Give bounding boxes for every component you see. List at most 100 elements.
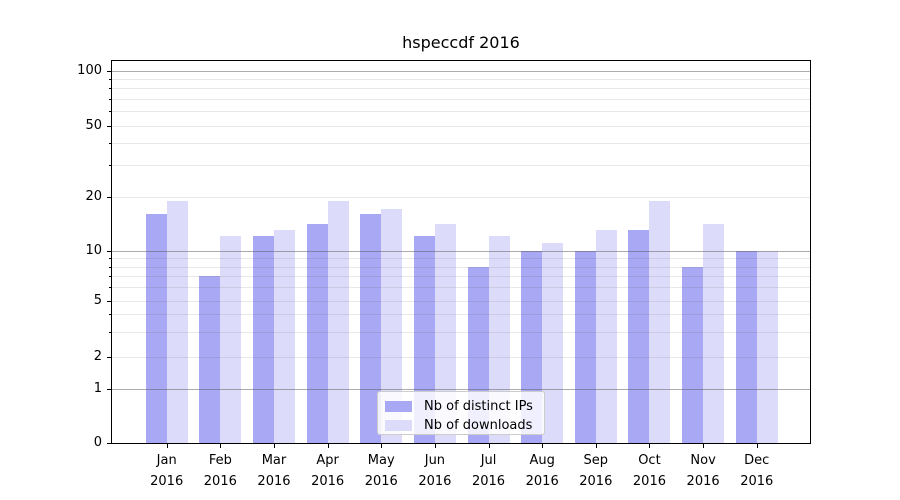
plot-area <box>111 60 811 444</box>
bar-distinct-ips-sep <box>574 250 596 444</box>
y-tick-mark-100 <box>107 70 111 72</box>
x-tick-label-apr: Apr 2016 <box>300 450 356 492</box>
x-tick-label-jun: Jun 2016 <box>407 450 463 492</box>
bar-distinct-ips-jan <box>145 213 167 444</box>
x-tick-label-month: Aug <box>529 453 555 468</box>
y-tick-mark-50 <box>107 125 111 127</box>
y-tick-label-10: 10 <box>85 242 102 258</box>
y-tick-mark-minor-4 <box>109 314 111 316</box>
x-tick-mark-dec <box>756 444 758 448</box>
y-tick-label-50: 50 <box>85 117 102 133</box>
y-tick-label-20: 20 <box>85 188 102 204</box>
x-tick-label-jul: Jul 2016 <box>461 450 517 492</box>
y-tick-mark-5 <box>107 300 111 302</box>
x-tick-label-year: 2016 <box>311 474 345 489</box>
x-tick-label-sep: Sep 2016 <box>568 450 624 492</box>
x-tick-mark-jan <box>166 444 168 448</box>
x-tick-mark-oct <box>649 444 651 448</box>
legend-label-distinct-ips: Nb of distinct IPs <box>424 398 533 414</box>
gridline-minor-60 <box>111 111 811 113</box>
x-tick-label-year: 2016 <box>471 474 506 489</box>
gridline-minor-3 <box>111 331 811 333</box>
gridline-major-10 <box>111 250 811 252</box>
x-tick-mark-jun <box>434 444 436 448</box>
bar-distinct-ips-feb <box>199 276 221 444</box>
y-tick-mark-minor-7 <box>109 276 111 278</box>
bar-downloads-sep <box>595 230 617 444</box>
x-tick-label-aug: Aug 2016 <box>514 450 570 492</box>
gridline-minor-30 <box>111 165 811 167</box>
x-tick-label-month: Sep <box>583 453 609 468</box>
y-tick-mark-minor-90 <box>109 79 111 81</box>
y-tick-label-2: 2 <box>93 348 102 364</box>
bar-downloads-apr <box>327 200 349 444</box>
x-tick-label-month: Jan <box>156 453 177 468</box>
legend-item-downloads: Nb of downloads <box>385 416 544 434</box>
y-tick-label-5: 5 <box>93 292 102 308</box>
x-tick-label-month: Apr <box>316 453 339 468</box>
x-tick-label-year: 2016 <box>740 474 774 489</box>
x-tick-label-month: Jun <box>424 453 446 468</box>
y-tick-mark-minor-60 <box>109 111 111 113</box>
x-tick-label-year: 2016 <box>686 474 720 489</box>
gridline-minor-6 <box>111 287 811 289</box>
gridline-minor-4 <box>111 314 811 316</box>
y-tick-mark-minor-70 <box>109 99 111 100</box>
gridline-minor-90 <box>111 79 811 81</box>
x-tick-label-month: Nov <box>690 453 716 468</box>
gridline-minor-2 <box>111 356 811 358</box>
legend-swatch-distinct-ips <box>385 400 412 412</box>
bar-distinct-ips-oct <box>628 230 650 444</box>
x-tick-mark-jul <box>488 444 490 448</box>
y-tick-label-1: 1 <box>93 381 102 396</box>
legend-swatch-downloads <box>385 419 412 431</box>
chart-title: hspeccdf 2016 <box>402 33 520 52</box>
y-tick-mark-2 <box>107 356 111 358</box>
y-tick-mark-minor-8 <box>109 266 111 268</box>
y-tick-mark-minor-80 <box>109 88 111 90</box>
x-tick-label-may: May 2016 <box>353 450 409 492</box>
x-tick-label-month: Dec <box>744 453 770 468</box>
bar-downloads-jan <box>166 200 188 444</box>
y-tick-mark-20 <box>107 196 111 198</box>
x-tick-label-year: 2016 <box>418 474 452 489</box>
x-tick-label-oct: Oct 2016 <box>621 450 677 492</box>
x-tick-label-year: 2016 <box>525 474 559 489</box>
x-tick-label-nov: Nov 2016 <box>675 450 731 492</box>
x-tick-label-year: 2016 <box>203 474 237 489</box>
gridline-major-1 <box>111 389 811 390</box>
y-tick-label-0: 0 <box>93 435 102 451</box>
y-tick-mark-0 <box>107 443 111 445</box>
x-tick-mark-mar <box>273 444 275 448</box>
x-tick-label-month: Feb <box>208 453 232 468</box>
x-tick-label-month: Oct <box>638 453 661 468</box>
x-tick-label-mar: Mar 2016 <box>246 450 302 492</box>
gridline-minor-70 <box>111 99 811 100</box>
y-tick-mark-minor-6 <box>109 287 111 289</box>
bar-downloads-nov <box>703 224 725 444</box>
bar-distinct-ips-mar <box>252 236 274 444</box>
legend-item-distinct-ips: Nb of distinct IPs <box>385 397 544 415</box>
x-tick-label-month: May <box>367 453 395 468</box>
grid-layer <box>111 60 811 444</box>
bar-downloads-aug <box>542 243 564 444</box>
y-tick-label-100: 100 <box>77 62 102 78</box>
x-tick-label-month: Jul <box>480 453 497 468</box>
gridline-minor-50 <box>111 125 811 127</box>
x-tick-label-year: 2016 <box>579 474 613 489</box>
bar-distinct-ips-may <box>360 213 382 444</box>
y-tick-mark-1 <box>107 389 111 390</box>
x-tick-label-year: 2016 <box>364 474 398 489</box>
y-tick-mark-minor-9 <box>109 258 111 260</box>
x-tick-mark-aug <box>542 444 544 448</box>
gridline-minor-7 <box>111 276 811 278</box>
y-tick-mark-minor-30 <box>109 165 111 167</box>
gridline-minor-9 <box>111 258 811 260</box>
x-tick-mark-apr <box>327 444 329 448</box>
x-tick-label-year: 2016 <box>632 474 666 489</box>
gridline-minor-8 <box>111 266 811 268</box>
gridline-minor-80 <box>111 88 811 90</box>
x-tick-label-feb: Feb 2016 <box>192 450 248 492</box>
gridline-minor-20 <box>111 196 811 198</box>
